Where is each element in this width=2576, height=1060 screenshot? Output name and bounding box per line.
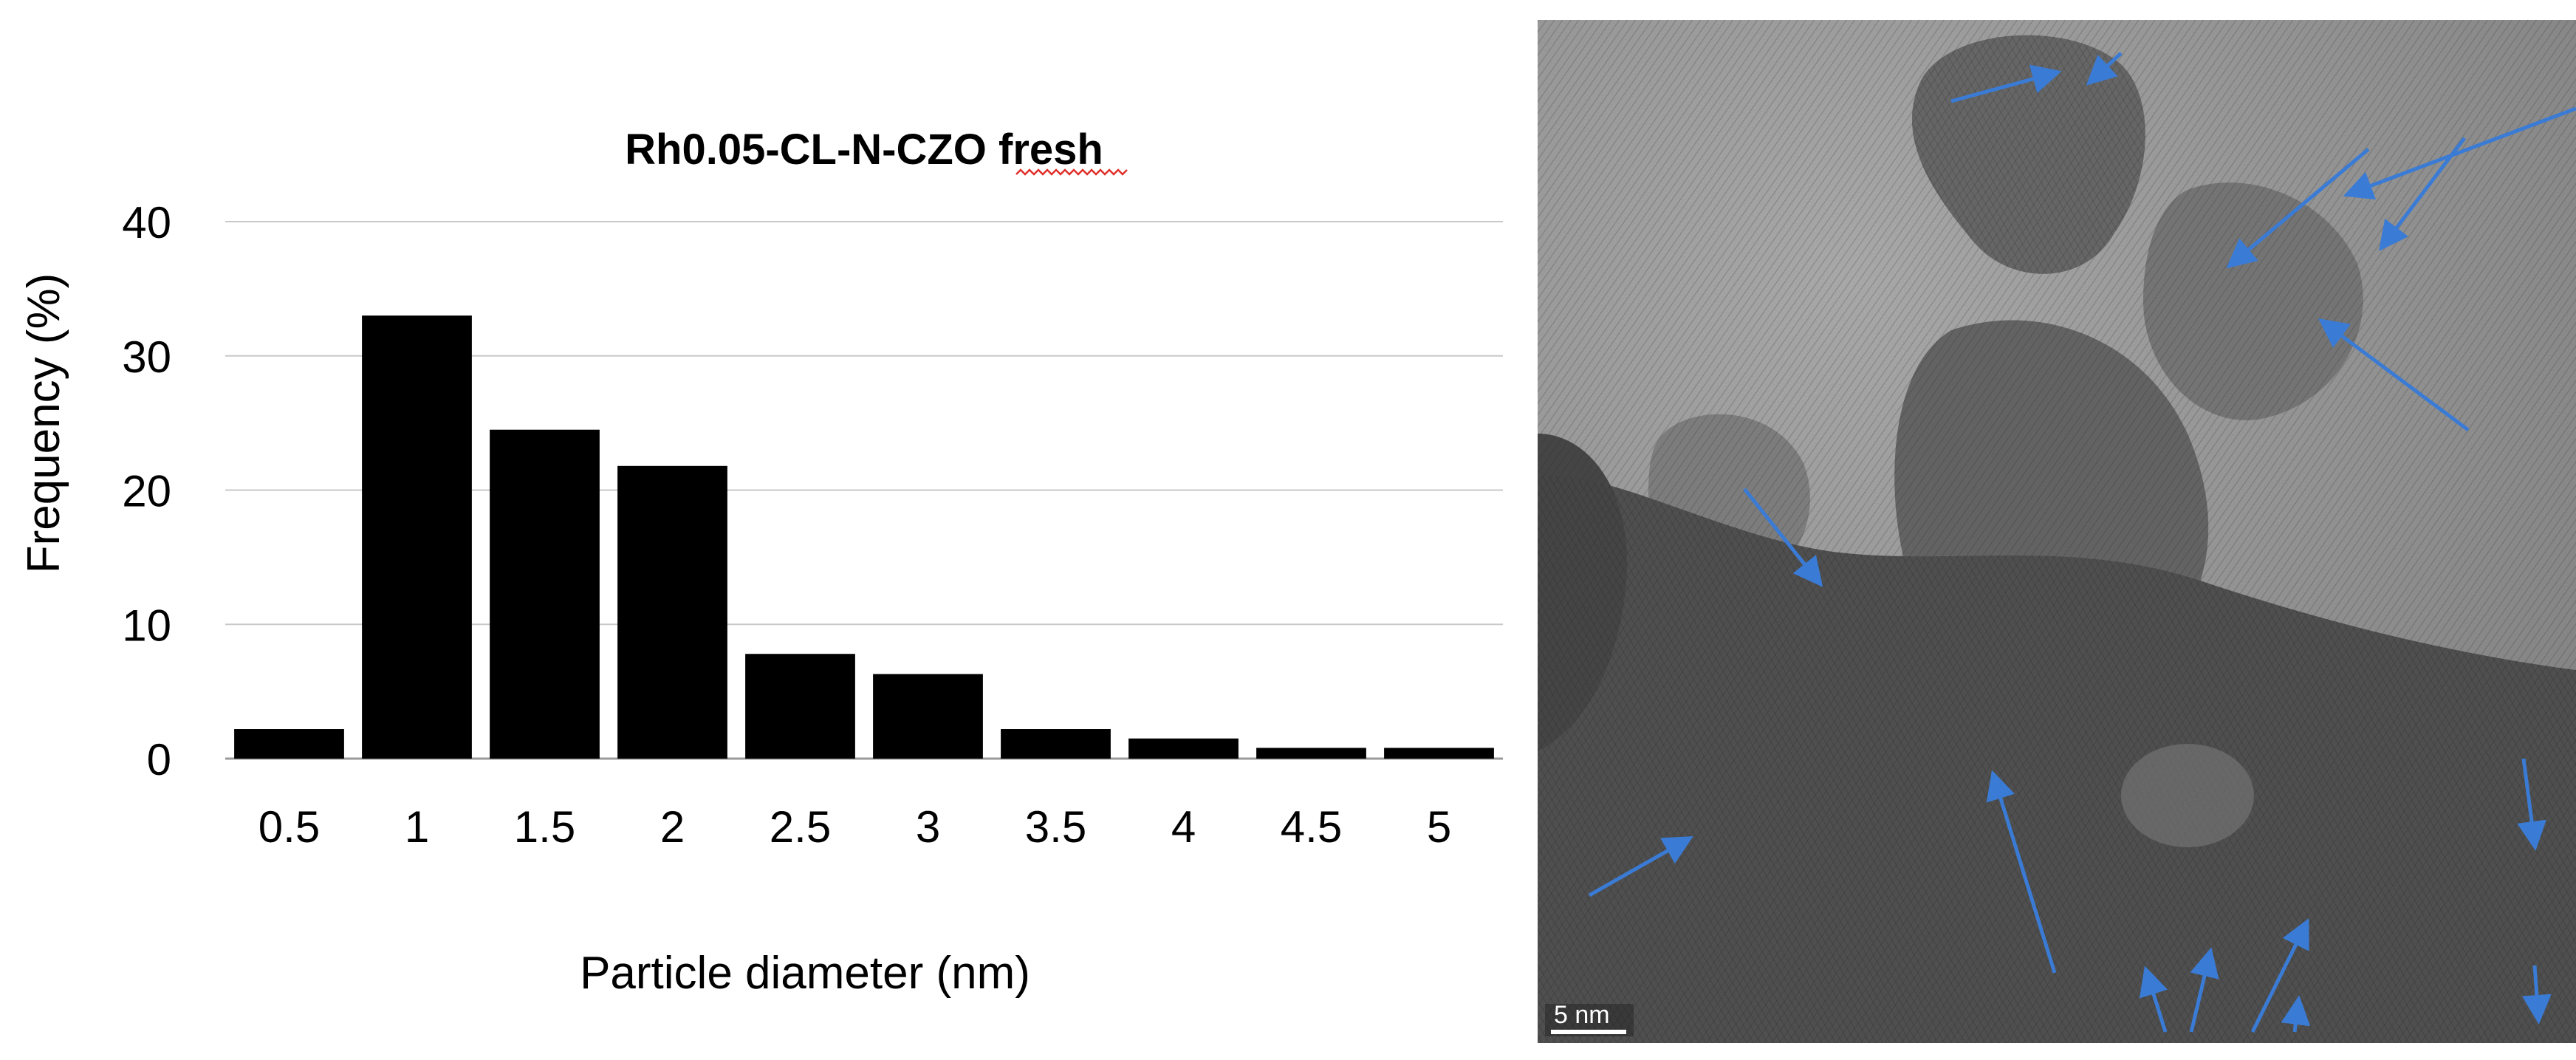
x-tick-label: 0.5 — [258, 802, 320, 852]
x-tick-label: 4.5 — [1281, 802, 1342, 852]
y-tick-label: 0 — [147, 735, 171, 784]
x-tick-label: 3.5 — [1025, 802, 1086, 852]
y-tick-label: 30 — [122, 332, 171, 382]
bar — [490, 429, 600, 759]
tem-image: 5 nm — [1538, 20, 2576, 1043]
bar — [745, 654, 855, 759]
bar — [362, 315, 472, 759]
bar — [617, 465, 727, 759]
scale-bar-label: 5 nm — [1554, 1001, 1610, 1029]
bar — [1256, 748, 1366, 759]
bar — [1001, 729, 1111, 759]
x-tick-label: 2 — [660, 802, 685, 852]
bar — [1128, 738, 1239, 759]
x-tick-label: 1 — [405, 802, 429, 852]
bars — [234, 315, 1494, 759]
bar — [234, 729, 344, 759]
x-tick-label: 2.5 — [770, 802, 831, 852]
bar — [1384, 748, 1494, 759]
scale-bar: 5 nm — [1545, 1001, 1634, 1036]
x-tick-label: 1.5 — [514, 802, 575, 852]
histogram-chart: Rh0.05-CL-N-CZO fresh 0 10 20 30 40 0.5 1 1.5 2… — [18, 126, 1503, 999]
spellcheck-underline — [1015, 168, 1128, 176]
tem-micrograph: 5 nm — [1538, 20, 2576, 1043]
y-tick-labels: 0 10 20 30 40 — [122, 198, 171, 784]
y-tick-label: 40 — [122, 198, 171, 247]
x-tick-labels: 0.5 1 1.5 2 2.5 3 3.5 4 4.5 5 — [258, 802, 1451, 852]
y-tick-label: 10 — [122, 601, 171, 650]
y-axis-label: Frequency (%) — [18, 273, 69, 574]
y-tick-label: 20 — [122, 467, 171, 516]
bar — [873, 674, 983, 759]
histogram-panel: Rh0.05-CL-N-CZO fresh 0 10 20 30 40 0.5 1 1.5 2… — [18, 126, 1503, 999]
x-tick-label: 3 — [916, 802, 940, 852]
x-axis-label: Particle diameter (nm) — [580, 948, 1030, 999]
annotation-arrows — [1588, 52, 2576, 1033]
x-tick-label: 4 — [1171, 802, 1196, 852]
chart-title: Rh0.05-CL-N-CZO fresh — [625, 126, 1103, 174]
x-tick-label: 5 — [1427, 802, 1451, 852]
